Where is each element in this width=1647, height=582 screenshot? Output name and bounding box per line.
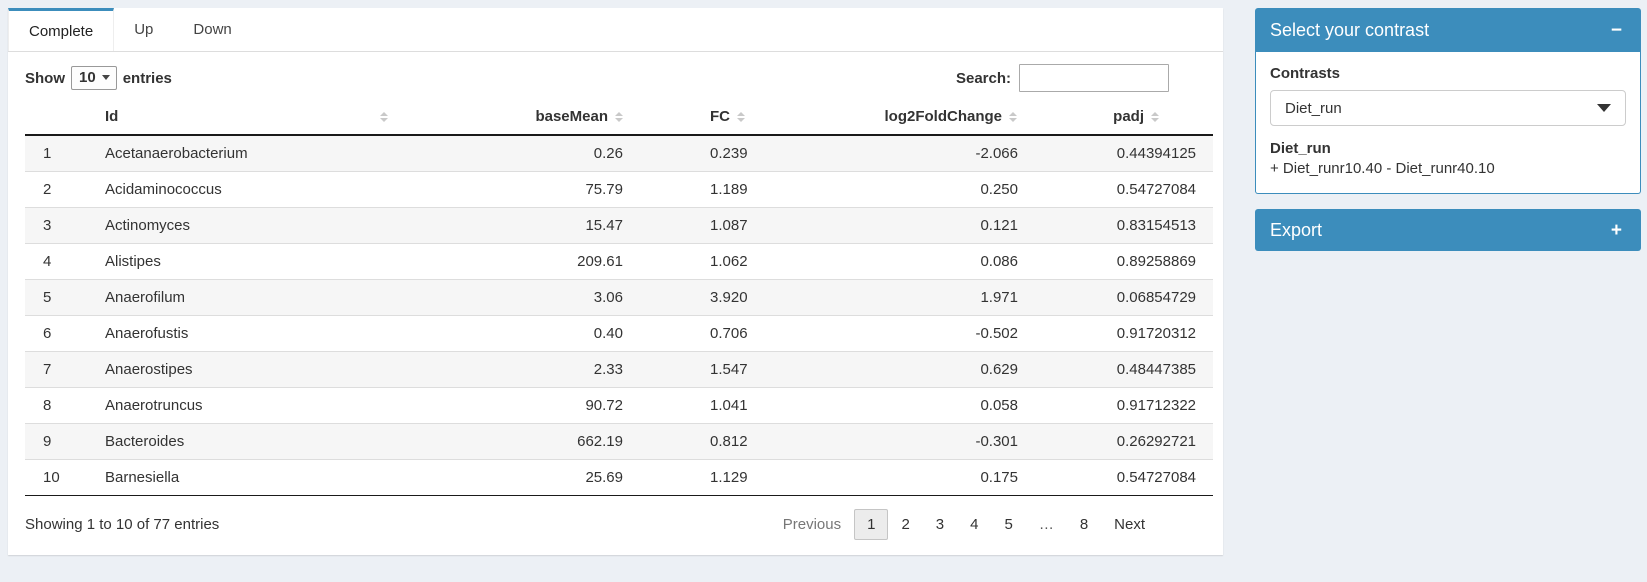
contrast-box-body: Contrasts Diet_run Diet_run + Diet_runr1… xyxy=(1255,52,1641,194)
column-header-rownum xyxy=(25,102,95,136)
table-info: Showing 1 to 10 of 77 entries xyxy=(25,516,220,533)
page-length-select[interactable]: 10 xyxy=(71,66,117,90)
datatable-footer: Showing 1 to 10 of 77 entries Previous 1… xyxy=(8,496,1223,555)
table-row[interactable]: 6 Anaerofustis 0.40 0.706 -0.502 0.91720… xyxy=(25,315,1213,352)
pagination-page-8[interactable]: 8 xyxy=(1079,516,1089,533)
tab-up[interactable]: Up xyxy=(134,21,154,38)
contrast-name: Diet_run xyxy=(1270,140,1331,157)
table-row[interactable]: 3 Actinomyces 15.47 1.087 0.121 0.831545… xyxy=(25,207,1213,244)
table-header-row: Id baseMean FC log2FoldChange padj xyxy=(25,102,1213,136)
export-box: Export + xyxy=(1255,209,1641,251)
contrast-formula: + Diet_runr10.40 - Diet_runr40.10 xyxy=(1270,160,1495,177)
export-box-header: Export + xyxy=(1255,209,1641,251)
chevron-down-icon xyxy=(1597,104,1611,112)
expand-plus-icon[interactable]: + xyxy=(1610,219,1622,241)
sort-icon xyxy=(1151,111,1159,122)
entries-label: entries xyxy=(122,69,172,87)
table-row[interactable]: 1 Acetanaerobacterium 0.26 0.239 -2.066 … xyxy=(25,135,1213,172)
contrast-box-title: Select your contrast xyxy=(1270,19,1430,40)
table-row[interactable]: 2 Acidaminococcus 75.79 1.189 0.250 0.54… xyxy=(25,171,1213,208)
table-row[interactable]: 4 Alistipes 209.61 1.062 0.086 0.8925886… xyxy=(25,243,1213,280)
table-row[interactable]: 9 Bacteroides 662.19 0.812 -0.301 0.2629… xyxy=(25,423,1213,460)
sort-icon xyxy=(615,111,623,122)
page-length-control: Show 10 entries xyxy=(25,66,172,90)
tab-down[interactable]: Down xyxy=(193,21,232,38)
pagination-previous[interactable]: Previous xyxy=(782,516,842,533)
export-box-title: Export xyxy=(1270,219,1323,240)
contrast-select[interactable]: Diet_run xyxy=(1270,90,1626,126)
results-tab-bar: Complete Up Down xyxy=(8,8,1223,52)
column-header-basemean[interactable]: baseMean xyxy=(398,102,668,136)
pagination-page-2[interactable]: 2 xyxy=(901,516,910,533)
contrasts-label: Contrasts xyxy=(1270,65,1341,82)
pagination-page-4[interactable]: 4 xyxy=(970,516,979,533)
column-header-id[interactable]: Id xyxy=(95,102,398,136)
search-input[interactable] xyxy=(1019,64,1169,92)
table-row[interactable]: 5 Anaerofilum 3.06 3.920 1.971 0.0685472… xyxy=(25,279,1213,316)
collapse-minus-icon[interactable]: − xyxy=(1610,19,1622,41)
column-header-padj[interactable]: padj xyxy=(1033,102,1213,136)
sort-icon xyxy=(737,111,745,122)
contrast-select-value: Diet_run xyxy=(1285,99,1342,117)
tab-complete[interactable]: Complete xyxy=(8,8,115,51)
column-header-fc[interactable]: FC xyxy=(668,102,808,136)
pagination-page-5[interactable]: 5 xyxy=(1004,516,1013,533)
table-row[interactable]: 8 Anaerotruncus 90.72 1.041 0.058 0.9171… xyxy=(25,387,1213,424)
table-row[interactable]: 10 Barnesiella 25.69 1.129 0.175 0.54727… xyxy=(25,459,1213,496)
side-panel: Select your contrast − Contrasts Diet_ru… xyxy=(1255,8,1641,251)
column-header-log2foldchange[interactable]: log2FoldChange xyxy=(808,102,1033,136)
show-label: Show xyxy=(25,69,65,87)
pagination-page-3[interactable]: 3 xyxy=(935,516,945,533)
search-label: Search: xyxy=(955,69,1011,87)
search-control: Search: xyxy=(956,64,1169,92)
pagination-ellipsis: … xyxy=(1038,516,1054,533)
sort-icon xyxy=(380,111,388,122)
table-row[interactable]: 7 Anaerostipes 2.33 1.547 0.629 0.484473… xyxy=(25,351,1213,388)
results-table: Id baseMean FC log2FoldChange padj xyxy=(25,102,1213,496)
chevron-down-icon xyxy=(101,75,110,80)
datatable-controls: Show 10 entries Search: xyxy=(8,52,1223,100)
contrast-box: Select your contrast − Contrasts Diet_ru… xyxy=(1255,8,1641,194)
pagination-next[interactable]: Next xyxy=(1114,516,1145,533)
page-length-value: 10 xyxy=(79,69,96,86)
sort-icon xyxy=(1009,111,1017,122)
pagination: Previous 1 2 3 4 5 … 8 Next xyxy=(770,509,1158,540)
pagination-page-1[interactable]: 1 xyxy=(854,509,889,540)
results-card: Complete Up Down Show 10 entries Search: xyxy=(8,8,1223,555)
contrast-box-header: Select your contrast − xyxy=(1255,8,1641,52)
